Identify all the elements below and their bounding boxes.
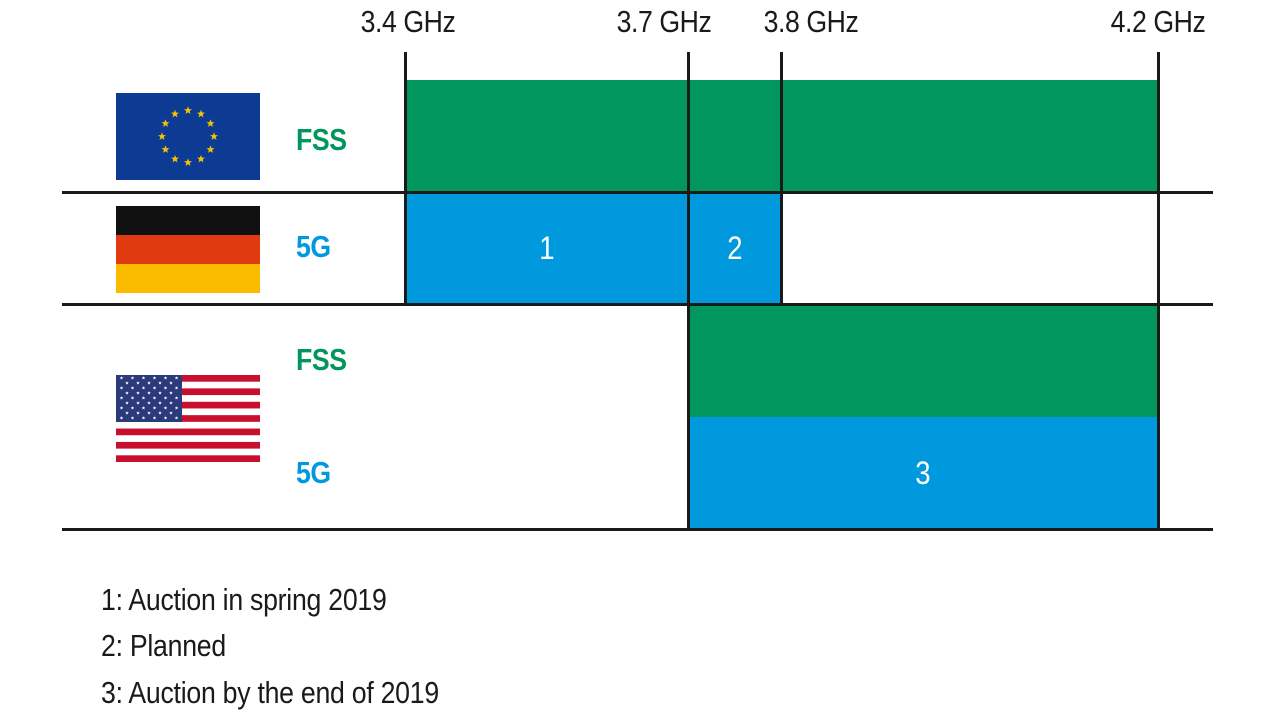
star-icon — [147, 381, 151, 385]
star-icon — [141, 406, 146, 410]
star-icon — [130, 376, 135, 380]
row-divider-eu-de — [62, 191, 1213, 194]
star-icon — [152, 416, 157, 420]
star-icon — [136, 381, 140, 385]
star-icon — [125, 401, 129, 405]
star-icon — [119, 406, 124, 410]
star-icon — [130, 416, 135, 420]
star-icon — [152, 396, 157, 400]
flag-stripe — [116, 428, 260, 436]
star-icon — [206, 119, 215, 127]
star-icon — [197, 109, 205, 118]
freq-line-3-7 — [687, 52, 690, 530]
star-icon — [163, 416, 168, 420]
star-icon — [125, 411, 129, 415]
star-icon — [119, 376, 124, 380]
star-icon — [158, 401, 162, 405]
star-icon — [197, 154, 205, 163]
footnote-3: 3: Auction by the end of 2019 — [101, 675, 439, 710]
footnote-1: 1: Auction in spring 2019 — [101, 582, 387, 617]
star-icon — [161, 119, 170, 127]
star-icon — [141, 376, 146, 380]
star-icon — [130, 396, 135, 400]
star-icon — [147, 401, 151, 405]
star-icon — [141, 386, 146, 390]
star-icon — [119, 416, 124, 420]
star-icon — [158, 391, 162, 395]
flag-stripe — [116, 441, 260, 449]
star-icon — [158, 411, 162, 415]
flag-stripe — [116, 388, 260, 396]
de-5g-block-2: 2 — [688, 193, 781, 304]
us-fss-block — [688, 305, 1158, 417]
us-5g-block-3-label: 3 — [915, 454, 931, 491]
de-5g-block-2-label: 2 — [726, 230, 743, 266]
freq-line-4-2 — [1157, 52, 1160, 530]
star-icon — [147, 391, 151, 395]
star-icon — [152, 386, 157, 390]
star-icon — [119, 396, 124, 400]
star-icon — [171, 109, 179, 118]
flag-stripe — [116, 375, 260, 382]
star-icon — [130, 386, 135, 390]
footnote-2: 2: Planned — [101, 628, 226, 663]
freq-label-3-8: 3.8 GHz — [763, 4, 859, 39]
freq-label-3-7: 3.7 GHz — [616, 4, 712, 39]
star-icon — [174, 386, 179, 390]
star-icon — [171, 154, 179, 163]
star-icon — [184, 158, 192, 166]
star-icon — [184, 106, 192, 114]
freq-label-4-2: 4.2 GHz — [1110, 4, 1206, 39]
usa-flag-icon — [116, 375, 260, 462]
de-5g-block-1: 1 — [406, 193, 688, 304]
us-5g-block-3: 3 — [688, 417, 1158, 529]
star-icon — [158, 381, 162, 385]
freq-label-3-4: 3.4 GHz — [360, 4, 456, 39]
star-icon — [174, 396, 179, 400]
freq-line-3-8 — [780, 52, 783, 305]
star-icon — [174, 406, 179, 410]
star-icon — [163, 376, 168, 380]
star-icon — [210, 132, 218, 140]
star-icon — [169, 411, 173, 415]
star-icon — [136, 411, 140, 415]
star-icon — [125, 381, 129, 385]
star-icon — [136, 391, 140, 395]
star-icon — [169, 381, 173, 385]
star-icon — [119, 386, 124, 390]
germany-flag-icon — [116, 206, 260, 293]
row-divider-de-us — [62, 303, 1213, 306]
star-icon — [147, 411, 151, 415]
de-band-label-5g: 5G — [296, 229, 331, 264]
us-band-label-5g: 5G — [296, 455, 331, 490]
us-band-label-fss: FSS — [296, 342, 347, 377]
star-icon — [163, 386, 168, 390]
star-icon — [141, 416, 146, 420]
row-divider-bottom — [62, 528, 1213, 531]
star-icon — [136, 401, 140, 405]
star-icon — [152, 406, 157, 410]
star-icon — [174, 376, 179, 380]
star-icon — [125, 391, 129, 395]
de-5g-block-1-label: 1 — [539, 230, 555, 266]
flag-stripe — [116, 455, 260, 462]
star-icon — [169, 391, 173, 395]
star-icon — [161, 145, 170, 153]
eu-band-label-fss: FSS — [296, 122, 347, 157]
star-icon — [158, 132, 166, 140]
flag-stripe — [116, 401, 260, 409]
eu-flag-icon — [116, 93, 260, 180]
star-icon — [152, 376, 157, 380]
star-icon — [174, 416, 179, 420]
freq-line-3-4 — [404, 52, 407, 305]
star-icon — [206, 145, 215, 153]
star-icon — [163, 406, 168, 410]
star-icon — [141, 396, 146, 400]
flag-stripe — [116, 415, 260, 422]
star-icon — [169, 401, 173, 405]
star-icon — [163, 396, 168, 400]
star-icon — [130, 406, 135, 410]
